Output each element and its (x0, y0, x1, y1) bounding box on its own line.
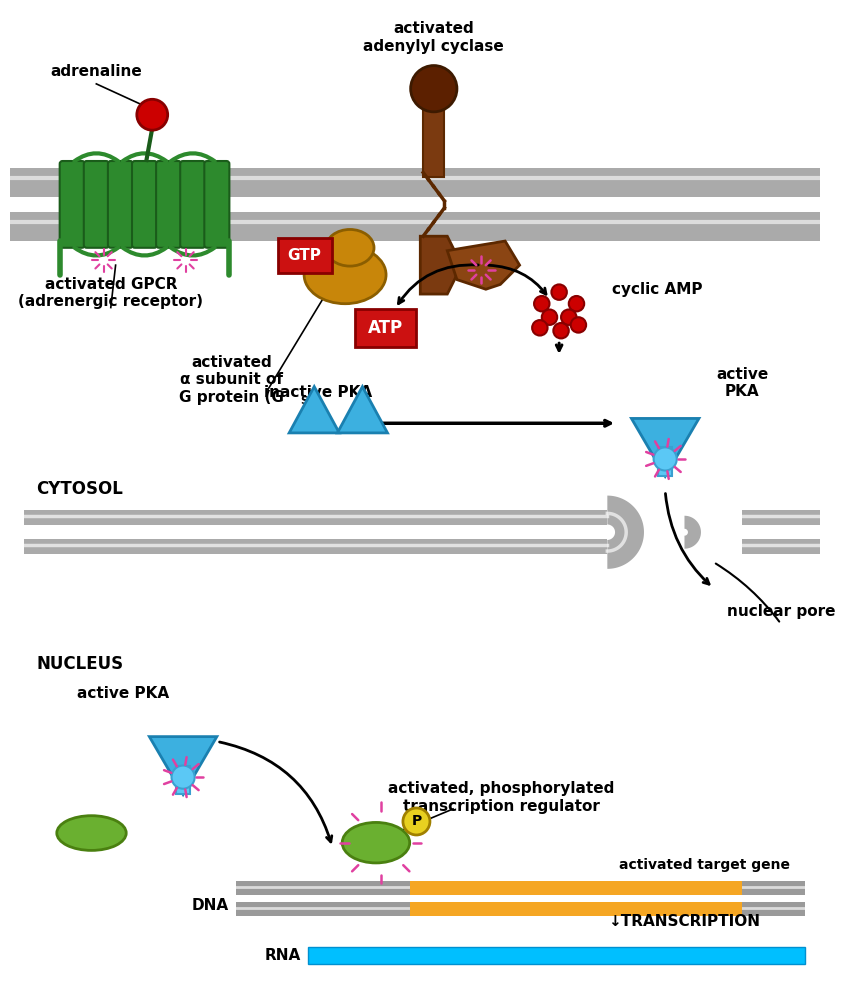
Text: NUCLEUS: NUCLEUS (36, 655, 124, 673)
Text: activated target gene: activated target gene (619, 858, 790, 872)
Text: inactive PKA: inactive PKA (264, 385, 373, 400)
Text: active
PKA: active PKA (717, 367, 769, 399)
Circle shape (653, 447, 677, 471)
Polygon shape (289, 387, 339, 433)
Bar (743, 510, 821, 525)
Bar (24, 539, 607, 554)
Ellipse shape (325, 229, 374, 266)
Bar (743, 539, 821, 554)
Text: nuclear pore: nuclear pore (727, 604, 835, 619)
Text: activated
adenylyl cyclase: activated adenylyl cyclase (363, 21, 504, 54)
Circle shape (571, 317, 586, 333)
Text: ↓TRANSCRIPTION: ↓TRANSCRIPTION (609, 914, 760, 929)
Circle shape (410, 66, 457, 112)
Polygon shape (420, 236, 462, 294)
Polygon shape (685, 516, 701, 549)
FancyBboxPatch shape (108, 161, 133, 248)
Text: CYTOSOL: CYTOSOL (36, 480, 124, 498)
Bar (423, 110, 444, 177)
Circle shape (569, 296, 584, 311)
Polygon shape (447, 241, 520, 289)
Circle shape (553, 323, 569, 338)
FancyBboxPatch shape (180, 161, 205, 248)
Text: RNA: RNA (264, 948, 301, 963)
Circle shape (172, 766, 194, 789)
Text: P: P (411, 814, 421, 828)
Polygon shape (632, 418, 699, 476)
FancyBboxPatch shape (156, 161, 181, 248)
Bar (9, 168, 821, 197)
Circle shape (403, 808, 430, 835)
Bar (9, 212, 821, 241)
Text: activated GPCR
(adrenergic receptor): activated GPCR (adrenergic receptor) (19, 277, 204, 309)
Circle shape (534, 296, 549, 311)
Text: active PKA: active PKA (77, 686, 169, 701)
Text: S: S (301, 396, 309, 406)
Bar (236, 881, 805, 895)
Bar (309, 947, 805, 964)
FancyBboxPatch shape (204, 161, 230, 248)
Bar (410, 881, 743, 895)
Text: ): ) (306, 390, 314, 405)
Text: activated
α subunit of
G protein (G: activated α subunit of G protein (G (179, 355, 283, 405)
Polygon shape (150, 737, 217, 794)
FancyBboxPatch shape (278, 238, 331, 273)
Text: GTP: GTP (288, 248, 321, 263)
Text: cyclic AMP: cyclic AMP (612, 282, 703, 297)
Ellipse shape (57, 816, 126, 850)
FancyBboxPatch shape (132, 161, 157, 248)
Bar (410, 902, 743, 916)
Circle shape (542, 309, 558, 325)
Ellipse shape (304, 246, 386, 304)
Circle shape (561, 309, 576, 325)
Ellipse shape (342, 822, 410, 863)
Circle shape (552, 284, 567, 300)
Bar (236, 902, 805, 916)
Circle shape (532, 320, 547, 336)
Polygon shape (337, 387, 388, 433)
Text: DNA: DNA (191, 898, 229, 913)
FancyBboxPatch shape (355, 309, 416, 347)
Polygon shape (607, 496, 644, 569)
Text: activated, phosphorylated
transcription regulator: activated, phosphorylated transcription … (388, 781, 615, 814)
Bar (658, 447, 673, 476)
Bar (24, 510, 607, 525)
Text: ATP: ATP (368, 319, 403, 337)
Circle shape (137, 99, 167, 130)
FancyBboxPatch shape (84, 161, 108, 248)
Bar (176, 766, 190, 794)
Text: adrenaline: adrenaline (50, 64, 142, 79)
FancyBboxPatch shape (60, 161, 85, 248)
